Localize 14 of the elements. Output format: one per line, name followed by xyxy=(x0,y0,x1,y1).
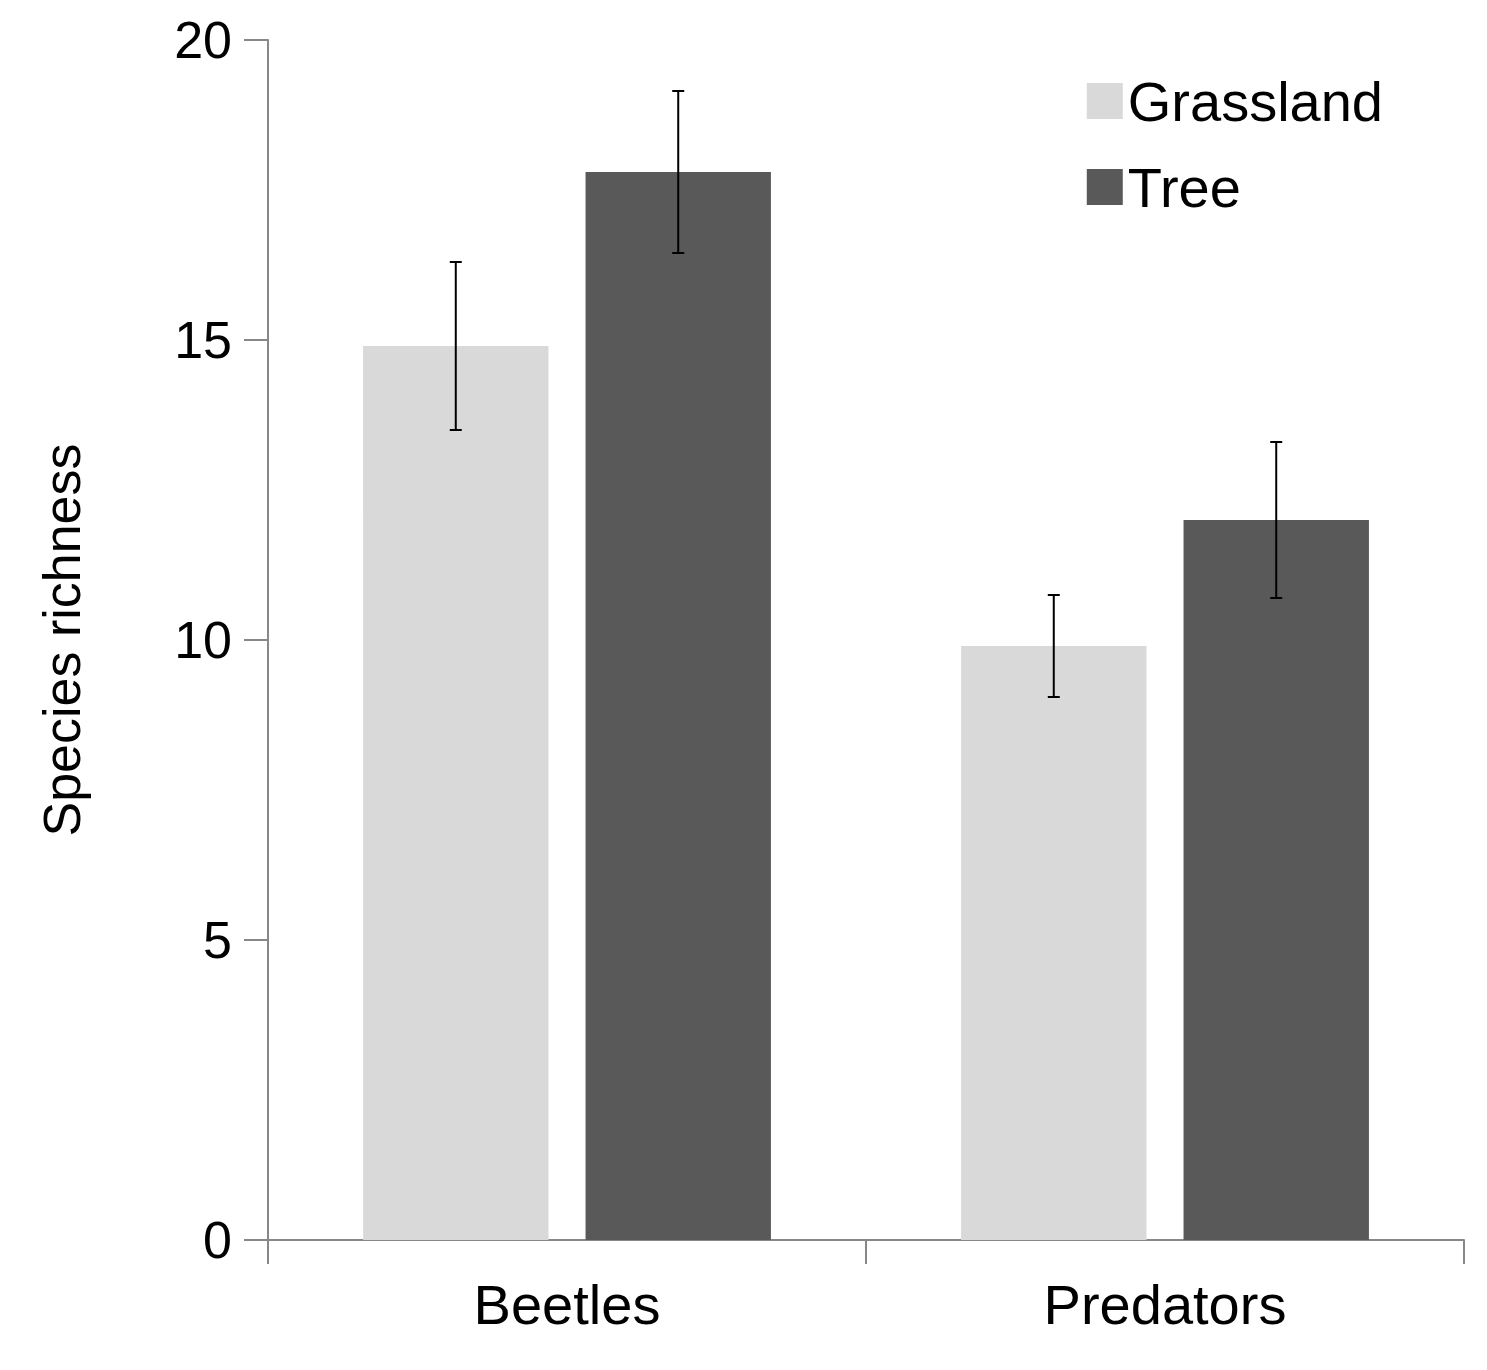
y-axis-title: Species richness xyxy=(33,443,91,837)
y-tick-label: 5 xyxy=(203,911,232,969)
y-tick-label: 15 xyxy=(174,311,232,369)
legend-label: Grassland xyxy=(1127,69,1384,133)
y-tick-label: 0 xyxy=(203,1211,232,1269)
bar xyxy=(363,346,549,1240)
bar xyxy=(1183,520,1369,1240)
x-tick-label: Beetles xyxy=(473,1272,661,1336)
y-tick-label: 10 xyxy=(174,611,232,669)
x-tick-label: Predators xyxy=(1043,1272,1287,1336)
legend-label: Tree xyxy=(1127,155,1241,219)
y-tick-label: 20 xyxy=(174,11,232,69)
bar xyxy=(585,172,771,1240)
bar xyxy=(961,646,1147,1240)
